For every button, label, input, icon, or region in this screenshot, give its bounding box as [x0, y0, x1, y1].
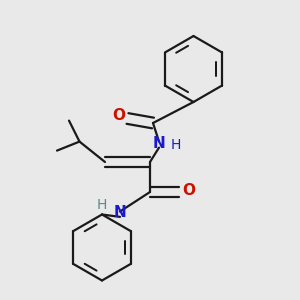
Text: O: O — [112, 108, 125, 123]
Text: H: H — [170, 138, 181, 152]
Text: N: N — [153, 136, 165, 151]
Text: O: O — [182, 183, 196, 198]
Text: N: N — [114, 205, 126, 220]
Text: H: H — [96, 198, 106, 212]
